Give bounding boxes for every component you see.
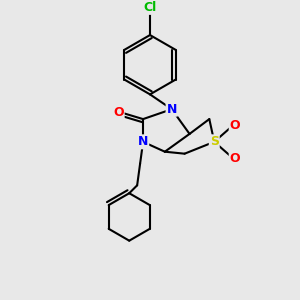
Text: Cl: Cl: [143, 1, 157, 14]
Text: N: N: [138, 135, 148, 148]
Text: O: O: [113, 106, 124, 119]
Text: S: S: [210, 135, 219, 148]
Text: O: O: [230, 152, 240, 165]
Text: N: N: [167, 103, 177, 116]
Text: O: O: [230, 118, 240, 131]
